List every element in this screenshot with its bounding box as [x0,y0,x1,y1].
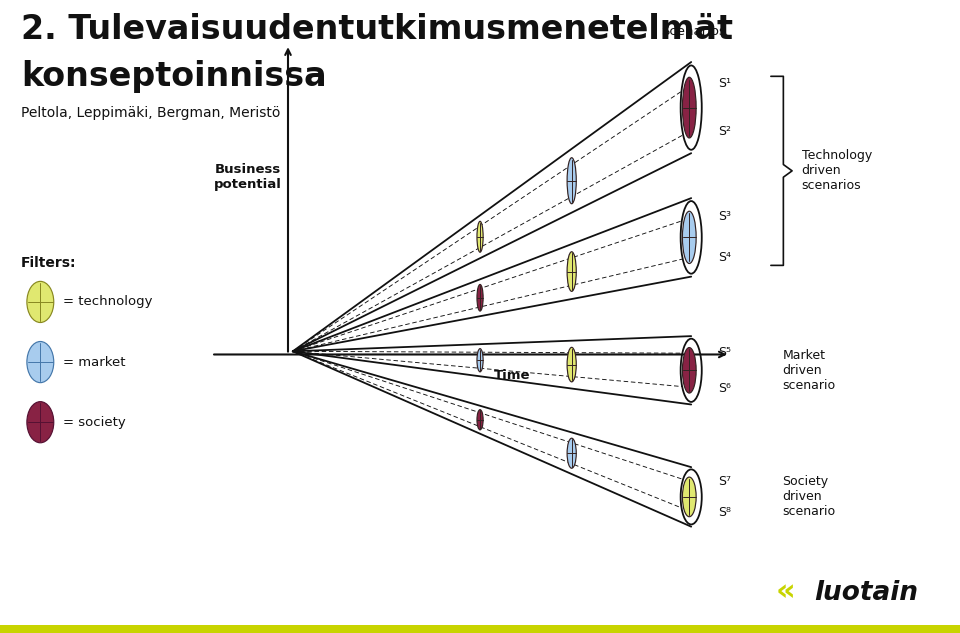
Text: S⁵: S⁵ [718,346,732,359]
Text: konseptoinnissa: konseptoinnissa [21,60,326,93]
Text: S³: S³ [718,210,732,223]
Ellipse shape [27,342,54,382]
Text: = society: = society [63,416,126,429]
Ellipse shape [477,349,483,372]
Text: luotain: luotain [814,580,918,606]
Ellipse shape [567,158,576,204]
Ellipse shape [567,438,576,468]
Text: S⁶: S⁶ [718,382,731,394]
Ellipse shape [683,77,696,138]
Ellipse shape [681,339,702,402]
Text: Peltola, Leppimäki, Bergman, Meristö: Peltola, Leppimäki, Bergman, Meristö [21,106,280,120]
Ellipse shape [683,477,696,517]
Text: Business
potential: Business potential [214,163,281,191]
Ellipse shape [477,222,483,252]
Text: S⁷: S⁷ [718,475,732,488]
Text: Market
driven
scenario: Market driven scenario [782,349,835,392]
Text: S¹: S¹ [718,77,732,91]
Ellipse shape [681,470,702,524]
Ellipse shape [567,348,576,382]
Ellipse shape [681,201,702,273]
Text: «: « [776,577,796,606]
Bar [0,625,960,633]
Text: 2. Tulevaisuudentutkimusmenetelmät: 2. Tulevaisuudentutkimusmenetelmät [21,13,733,46]
Text: Filters:: Filters: [21,256,77,270]
Ellipse shape [477,410,483,430]
Ellipse shape [477,284,483,311]
Text: Time: Time [493,369,530,382]
Text: = technology: = technology [63,296,153,308]
Ellipse shape [681,65,702,150]
Text: Technology
driven
scenarios: Technology driven scenarios [802,149,872,192]
Text: Scenarios: Scenarios [660,25,726,38]
Text: S²: S² [718,125,732,138]
Ellipse shape [567,252,576,291]
Text: S⁸: S⁸ [718,506,732,519]
Text: S⁴: S⁴ [718,251,732,265]
Ellipse shape [683,348,696,393]
Text: Society
driven
scenario: Society driven scenario [782,475,835,518]
Ellipse shape [27,281,54,322]
Ellipse shape [27,402,54,443]
Ellipse shape [683,211,696,263]
Text: = market: = market [63,356,126,368]
